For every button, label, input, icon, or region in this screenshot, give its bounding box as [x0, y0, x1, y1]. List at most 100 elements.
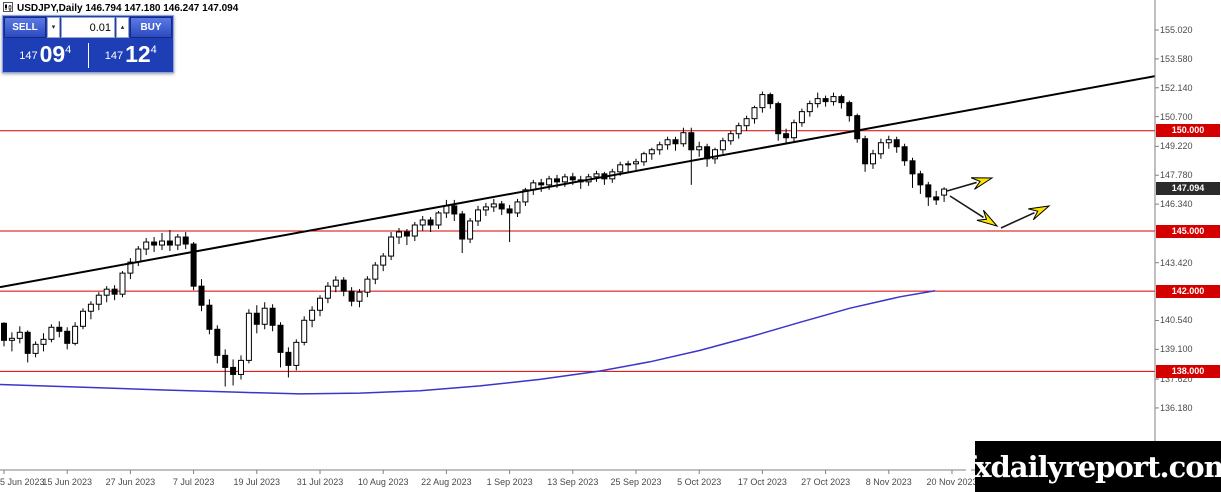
candle-body [885, 139, 892, 144]
candle-body [174, 236, 181, 246]
candle-body [206, 304, 213, 330]
candle-body [40, 338, 47, 345]
candle-body [214, 328, 221, 356]
sell-price[interactable]: 147 09 4 [3, 40, 88, 69]
candle-body [688, 132, 695, 151]
candle-body [514, 201, 521, 214]
candle-body [806, 103, 813, 113]
candle-body [617, 164, 624, 173]
candle-body [95, 294, 102, 305]
candle-body [190, 243, 197, 287]
watermark: fxdailyreport.com [963, 441, 1221, 492]
candle-body [838, 96, 845, 104]
candle-body [506, 208, 513, 214]
caret-up-icon: ▴ [120, 24, 125, 31]
volume-increase-button[interactable]: ▴ [116, 17, 129, 38]
candle-body [127, 261, 134, 274]
candle-body [64, 330, 71, 344]
candle-body [719, 140, 726, 151]
arrow-line [1000, 211, 1035, 229]
candle-body [151, 241, 158, 246]
candle-body [24, 331, 31, 354]
candle-body [656, 144, 663, 151]
candle-body [467, 220, 474, 240]
buy-price[interactable]: 147 12 4 [89, 40, 174, 69]
candle-body [917, 173, 924, 186]
candle-body [443, 205, 450, 214]
candle-body [846, 102, 853, 117]
candle-body [317, 297, 323, 311]
candle-body [8, 337, 15, 341]
arrow-line [949, 195, 984, 219]
sell-price-pips: 09 [39, 40, 66, 67]
candle-body [712, 149, 718, 160]
candle-body [727, 133, 734, 142]
candle-body [640, 153, 647, 163]
candle-body [546, 178, 553, 186]
candle-body [538, 182, 545, 186]
candle-body [340, 279, 347, 292]
candle-body [356, 291, 363, 302]
volume-decrease-button[interactable]: ▾ [47, 17, 60, 38]
candle-body [56, 326, 63, 332]
watermark-text: fxdailyreport.com [962, 449, 1221, 484]
sell-button[interactable]: SELL [4, 17, 46, 38]
candle-body [569, 176, 576, 181]
candle-body [348, 290, 355, 302]
candle-body [490, 203, 497, 208]
candle-body [111, 288, 118, 295]
candle-body [277, 324, 284, 353]
candle-body [593, 173, 600, 178]
candle-body [625, 163, 632, 166]
candle-body [475, 209, 481, 222]
candle-body [427, 219, 434, 226]
candle-body [925, 184, 932, 198]
arrow-head-icon [976, 209, 999, 227]
candle-body [743, 118, 750, 127]
candle-body [893, 139, 900, 148]
candle-body [798, 111, 805, 124]
candle-body [901, 146, 908, 162]
candle-body [301, 319, 308, 343]
buy-price-point: 4 [150, 43, 157, 56]
buy-price-pips: 12 [125, 40, 151, 67]
candle-body [870, 153, 876, 165]
arrow-head-icon [1028, 205, 1051, 221]
candle-body [230, 366, 237, 375]
candle-body [419, 219, 426, 226]
trade-panel-prices: 147 09 4 147 12 4 [3, 39, 173, 72]
candle-body [135, 248, 142, 263]
candle-body [933, 196, 940, 201]
price-divider [87, 43, 89, 68]
candle-body [222, 354, 229, 368]
trendline [0, 75, 1156, 289]
candle-body [285, 351, 292, 366]
candle-body [435, 212, 442, 226]
candle-body [735, 125, 742, 135]
candle-body [372, 264, 379, 280]
candle-body [451, 205, 458, 215]
candle-body [672, 139, 679, 145]
trade-panel-controls: SELL ▾ ▴ BUY [3, 16, 173, 39]
candle-body [909, 160, 916, 175]
chart-title-text: USDJPY,Daily 146.794 147.180 146.247 147… [17, 3, 239, 14]
candle-body [1, 322, 7, 341]
candle-body [245, 312, 252, 361]
volume-input[interactable] [61, 17, 115, 38]
arrow-head-icon [970, 177, 994, 190]
candle-body [941, 188, 948, 196]
candle-body [411, 224, 418, 237]
buy-button[interactable]: BUY [130, 17, 172, 38]
candle-body [696, 146, 703, 151]
sell-price-handle: 147 [19, 49, 38, 62]
candle-body [783, 133, 790, 139]
candle-body [633, 161, 639, 165]
candle-body [87, 303, 94, 312]
candle-body [680, 132, 687, 145]
candle-body [830, 96, 837, 103]
candle-body [238, 359, 244, 375]
candle-body [877, 142, 884, 155]
candle-body [814, 98, 821, 105]
